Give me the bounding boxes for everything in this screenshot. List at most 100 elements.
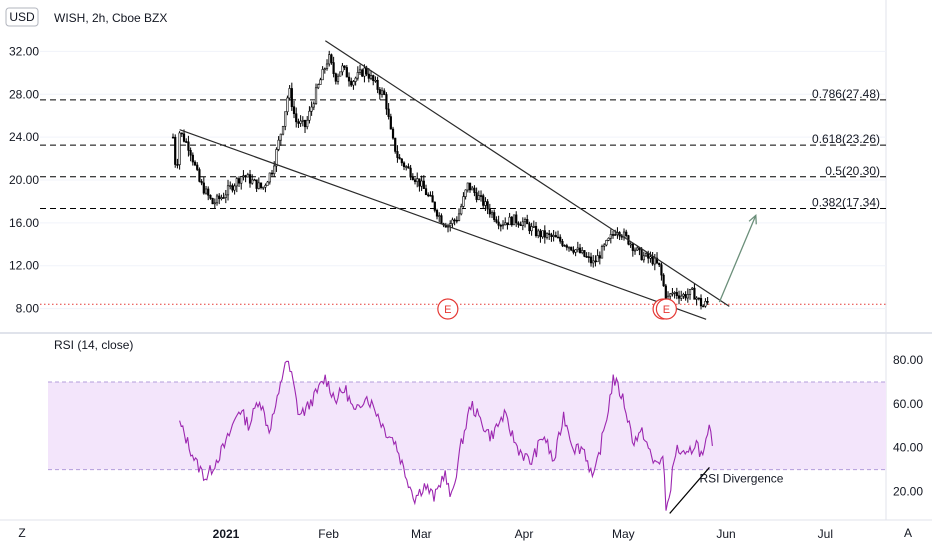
candle-body: [583, 250, 586, 257]
candle-body: [466, 182, 469, 191]
candle-body: [669, 293, 672, 297]
corner-z-button[interactable]: Z: [18, 526, 25, 540]
price-tick-label: 32.00: [9, 44, 39, 58]
time-tick-label: Jul: [818, 527, 833, 541]
candle-body: [350, 80, 353, 86]
candle-body: [697, 297, 700, 300]
earnings-markers[interactable]: EEE: [437, 298, 677, 320]
candle-body: [279, 133, 282, 141]
candle-body: [387, 108, 390, 117]
candle-body: [319, 79, 322, 85]
candle-body: [301, 119, 304, 122]
currency-badge[interactable]: [5, 7, 39, 27]
earnings-marker[interactable]: [437, 298, 459, 320]
trendline: [179, 129, 707, 320]
candle-body: [273, 165, 276, 175]
candle-body: [530, 226, 533, 232]
candle-body: [561, 240, 564, 246]
candle-body: [519, 224, 522, 227]
candle-body: [378, 89, 381, 95]
currency-badge-label: USD: [9, 10, 35, 24]
candle-body: [473, 187, 476, 193]
candle-body: [330, 54, 333, 63]
candle-body: [453, 219, 456, 222]
candle-body: [451, 219, 454, 224]
divergence-line: [669, 467, 710, 514]
candle-body: [598, 255, 601, 259]
candle-body: [477, 195, 480, 200]
candle-body: [204, 188, 208, 194]
candle-body: [264, 185, 267, 188]
candle-body: [633, 249, 637, 252]
candle-body: [636, 247, 639, 251]
price-tick-label: 8.00: [16, 302, 40, 316]
candle-body: [290, 88, 293, 107]
candle-body: [594, 260, 597, 263]
candle-body: [171, 136, 175, 139]
candle-body: [567, 246, 571, 249]
candle-body: [193, 161, 197, 166]
candle-body: [539, 230, 542, 238]
candle-body: [438, 215, 441, 217]
candle-body: [545, 233, 549, 238]
candle-body: [523, 219, 527, 223]
earnings-marker-label: E: [663, 304, 670, 316]
candle-body: [449, 223, 452, 227]
candle-body: [262, 186, 265, 189]
candle-body: [253, 179, 256, 182]
candle-body: [222, 197, 225, 199]
candle-body: [200, 181, 203, 184]
candle-body: [332, 62, 335, 74]
candle-body: [702, 305, 705, 308]
earnings-marker[interactable]: [655, 298, 677, 320]
rsi-line: [179, 360, 713, 511]
candle-body: [475, 192, 478, 200]
candle-body: [336, 75, 340, 82]
candle-body: [440, 215, 443, 225]
projection-arrow-head: [748, 213, 757, 225]
candle-body: [662, 274, 665, 287]
candle-body: [380, 90, 384, 95]
candle-body: [266, 181, 269, 186]
candle-body: [180, 132, 183, 135]
candle-body: [510, 216, 513, 226]
candle-body: [251, 179, 254, 184]
candle-body: [429, 194, 432, 197]
candle-body: [609, 234, 612, 239]
candle-body: [431, 195, 434, 203]
fib-level-label: 0.786(27.48): [812, 87, 880, 101]
candle-body: [413, 179, 417, 182]
rsi-band: [48, 381, 886, 471]
candle-body: [427, 194, 430, 197]
candle-body: [688, 288, 692, 295]
candle-body: [556, 236, 560, 239]
candle-body: [603, 244, 606, 247]
candle-body: [435, 210, 439, 217]
candle-body: [581, 250, 584, 253]
candle-body: [220, 197, 223, 200]
candle-body: [420, 180, 423, 187]
candle-body: [268, 172, 271, 183]
rsi-pane-title: RSI (14, close): [54, 338, 133, 352]
candle-body: [211, 198, 214, 205]
fib-level-label: 0.618(23.26): [812, 132, 880, 146]
candle-body: [339, 71, 342, 77]
candle-body: [334, 73, 337, 82]
candle-body: [277, 139, 280, 150]
candle-body: [182, 133, 186, 142]
candle-body: [259, 182, 263, 188]
candle-body: [651, 256, 654, 265]
candle-body: [501, 224, 505, 227]
corner-a-button[interactable]: A: [904, 526, 912, 540]
candle-body: [174, 136, 177, 165]
rsi-series: [179, 360, 713, 511]
candle-body: [312, 103, 315, 108]
candle-body: [675, 292, 678, 297]
price-gridlines: [40, 50, 886, 310]
candle-body: [409, 167, 412, 178]
candle-body: [682, 294, 685, 297]
candle-body: [416, 178, 419, 182]
candle-body: [365, 67, 368, 75]
candle-body: [486, 201, 489, 210]
